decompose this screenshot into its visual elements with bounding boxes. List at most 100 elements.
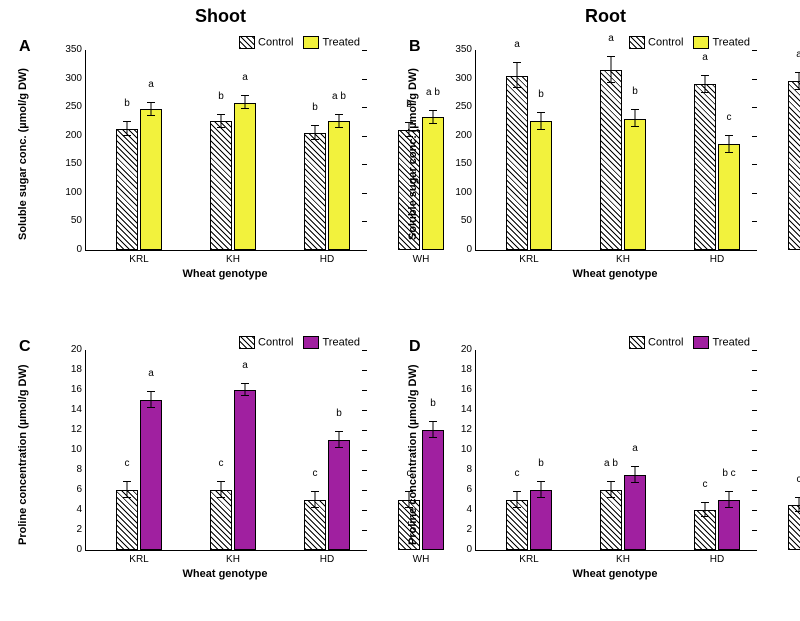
ytick-label: 0 xyxy=(76,545,86,555)
errorbar-cap xyxy=(607,481,615,482)
legend-B: Control Treated xyxy=(629,36,750,49)
ytick-mark xyxy=(362,450,367,451)
hatch-swatch-icon xyxy=(239,36,255,49)
significance-label: c xyxy=(703,479,708,490)
legend-control: Control xyxy=(239,336,293,349)
errorbar-cap xyxy=(241,95,249,96)
errorbar-cap xyxy=(217,481,225,482)
ytick-label: 50 xyxy=(461,216,476,226)
legend-control-label: Control xyxy=(648,36,683,48)
bar-treated xyxy=(530,490,552,550)
errorbar xyxy=(611,482,612,498)
errorbar xyxy=(635,110,636,127)
errorbar-cap xyxy=(335,127,343,128)
errorbar xyxy=(517,492,518,508)
plot-A: Control Treated 050100150200250300350baK… xyxy=(85,50,366,251)
bar-control xyxy=(694,84,716,250)
errorbar xyxy=(729,136,730,153)
errorbar-cap xyxy=(147,407,155,408)
bar-treated xyxy=(624,119,646,250)
ytick-label: 8 xyxy=(466,465,476,475)
legend-control: Control xyxy=(239,36,293,49)
panel-label-B: B xyxy=(409,38,421,56)
ytick-mark xyxy=(362,107,367,108)
significance-label: c xyxy=(219,458,224,469)
significance-label: a xyxy=(148,79,154,90)
errorbar-cap xyxy=(123,121,131,122)
significance-label: a xyxy=(796,49,800,60)
bar-control xyxy=(600,70,622,250)
errorbar-cap xyxy=(335,447,343,448)
ytick-label: 14 xyxy=(71,405,86,415)
errorbar xyxy=(151,392,152,408)
significance-label: c xyxy=(797,474,800,485)
ytick-mark xyxy=(362,136,367,137)
xtick-label: KH xyxy=(226,554,240,565)
errorbar xyxy=(541,482,542,498)
significance-label: b xyxy=(124,98,130,109)
ytick-label: 100 xyxy=(65,188,86,198)
ytick-label: 6 xyxy=(466,485,476,495)
errorbar-cap xyxy=(607,82,615,83)
ytick-mark xyxy=(752,550,757,551)
errorbar xyxy=(799,73,800,90)
xtick-label: KH xyxy=(616,254,630,265)
ytick-mark xyxy=(362,410,367,411)
errorbar-cap xyxy=(537,481,545,482)
bar-treated xyxy=(234,103,256,250)
bar-treated xyxy=(328,440,350,550)
significance-label: c xyxy=(313,468,318,479)
bar-control xyxy=(600,490,622,550)
errorbar-cap xyxy=(725,152,733,153)
errorbar-cap xyxy=(513,62,521,63)
xtick-label: KRL xyxy=(129,254,148,265)
ytick-mark xyxy=(752,430,757,431)
errorbar xyxy=(611,57,612,82)
errorbar-cap xyxy=(701,75,709,76)
ytick-mark xyxy=(752,50,757,51)
errorbar xyxy=(339,432,340,448)
column-title-shoot: Shoot xyxy=(195,6,246,27)
significance-label: a xyxy=(702,52,708,63)
ytick-label: 100 xyxy=(455,188,476,198)
ytick-mark xyxy=(362,370,367,371)
xtick-label: HD xyxy=(710,254,724,265)
xlabel-C: Wheat genotype xyxy=(85,568,365,580)
errorbar-cap xyxy=(123,497,131,498)
legend-treated-label: Treated xyxy=(712,336,750,348)
ytick-label: 18 xyxy=(71,365,86,375)
ytick-mark xyxy=(752,530,757,531)
column-title-root: Root xyxy=(585,6,626,27)
xlabel-B: Wheat genotype xyxy=(475,268,755,280)
ytick-mark xyxy=(752,410,757,411)
ylabel-D: Proline concentration (µmol/g DW) xyxy=(407,364,419,545)
errorbar xyxy=(221,482,222,498)
ytick-mark xyxy=(362,510,367,511)
ytick-mark xyxy=(362,350,367,351)
errorbar xyxy=(705,76,706,93)
bar-treated xyxy=(140,400,162,550)
legend-C: Control Treated xyxy=(239,336,360,349)
errorbar-cap xyxy=(123,481,131,482)
errorbar-cap xyxy=(701,92,709,93)
ytick-label: 150 xyxy=(455,159,476,169)
hatch-swatch-icon xyxy=(629,36,645,49)
ytick-mark xyxy=(362,164,367,165)
errorbar-cap xyxy=(311,125,319,126)
errorbar-cap xyxy=(607,497,615,498)
errorbar-cap xyxy=(631,126,639,127)
errorbar-cap xyxy=(335,114,343,115)
xtick-label: KRL xyxy=(519,554,538,565)
errorbar-cap xyxy=(631,109,639,110)
bar-treated xyxy=(624,475,646,550)
ytick-label: 2 xyxy=(466,525,476,535)
xlabel-D: Wheat genotype xyxy=(475,568,755,580)
significance-label: b c xyxy=(722,468,735,479)
ytick-label: 0 xyxy=(76,245,86,255)
ytick-mark xyxy=(752,164,757,165)
panel-label-D: D xyxy=(409,338,421,356)
ytick-label: 4 xyxy=(466,505,476,515)
xlabel-A: Wheat genotype xyxy=(85,268,365,280)
plot-C: Control Treated 02468101214161820caKRLca… xyxy=(85,350,366,551)
bar-control xyxy=(210,121,232,250)
